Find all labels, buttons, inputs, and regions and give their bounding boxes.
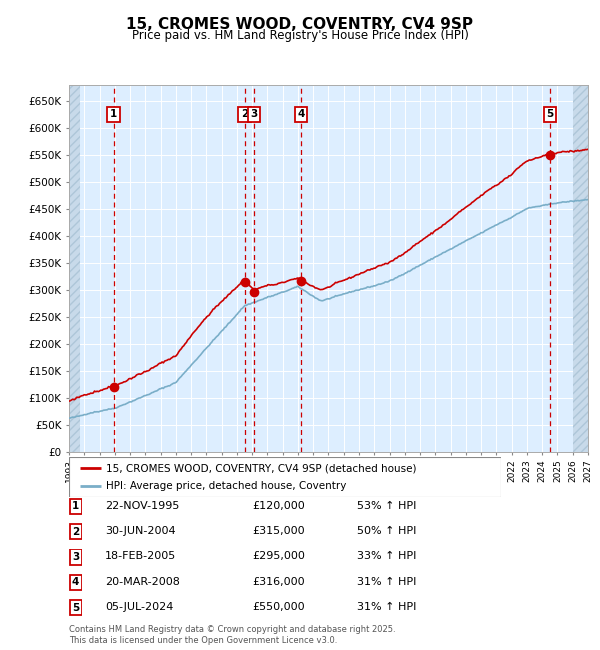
Text: £550,000: £550,000	[252, 602, 305, 612]
Text: 50% ↑ HPI: 50% ↑ HPI	[357, 526, 416, 536]
Text: 3: 3	[72, 552, 79, 562]
Text: Contains HM Land Registry data © Crown copyright and database right 2025.
This d: Contains HM Land Registry data © Crown c…	[69, 625, 395, 645]
Text: 20-MAR-2008: 20-MAR-2008	[105, 577, 180, 587]
Bar	[69, 84, 80, 452]
Text: £120,000: £120,000	[252, 500, 305, 511]
Text: 31% ↑ HPI: 31% ↑ HPI	[357, 602, 416, 612]
Text: 4: 4	[298, 109, 305, 119]
Bar	[573, 84, 588, 452]
Text: 53% ↑ HPI: 53% ↑ HPI	[357, 500, 416, 511]
Text: £316,000: £316,000	[252, 577, 305, 587]
Text: 5: 5	[72, 603, 79, 613]
Text: 05-JUL-2024: 05-JUL-2024	[105, 602, 173, 612]
Text: Price paid vs. HM Land Registry's House Price Index (HPI): Price paid vs. HM Land Registry's House …	[131, 29, 469, 42]
Text: 2: 2	[72, 526, 79, 537]
Text: 4: 4	[72, 577, 79, 588]
Text: 33% ↑ HPI: 33% ↑ HPI	[357, 551, 416, 562]
Text: HPI: Average price, detached house, Coventry: HPI: Average price, detached house, Cove…	[106, 481, 346, 491]
Text: 15, CROMES WOOD, COVENTRY, CV4 9SP (detached house): 15, CROMES WOOD, COVENTRY, CV4 9SP (deta…	[106, 463, 416, 473]
Text: 31% ↑ HPI: 31% ↑ HPI	[357, 577, 416, 587]
Text: 1: 1	[110, 109, 117, 119]
Text: 18-FEB-2005: 18-FEB-2005	[105, 551, 176, 562]
Text: 22-NOV-1995: 22-NOV-1995	[105, 500, 179, 511]
Text: 5: 5	[546, 109, 553, 119]
Text: 30-JUN-2004: 30-JUN-2004	[105, 526, 176, 536]
Text: 15, CROMES WOOD, COVENTRY, CV4 9SP: 15, CROMES WOOD, COVENTRY, CV4 9SP	[127, 17, 473, 32]
Text: 1: 1	[72, 501, 79, 512]
Text: 2: 2	[241, 109, 248, 119]
Text: 3: 3	[250, 109, 258, 119]
Text: £295,000: £295,000	[252, 551, 305, 562]
Text: £315,000: £315,000	[252, 526, 305, 536]
